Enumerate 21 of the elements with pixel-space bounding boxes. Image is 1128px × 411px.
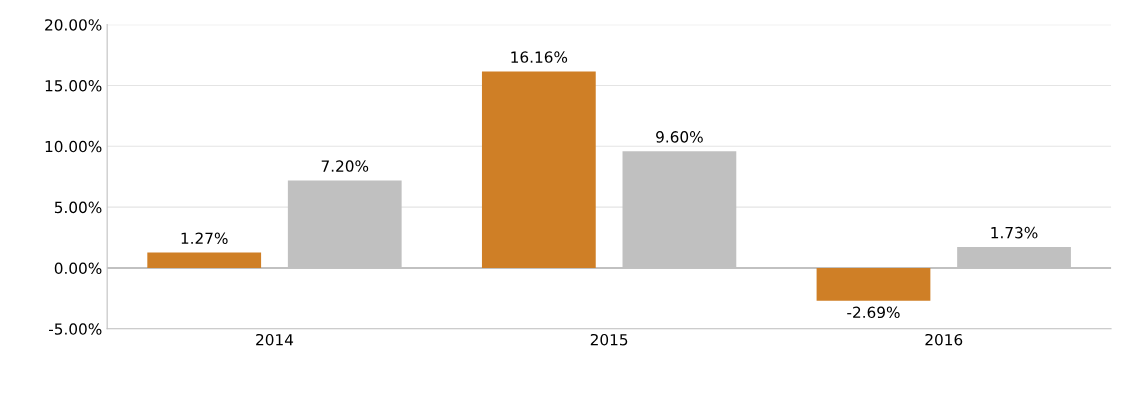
bar <box>957 246 1071 268</box>
data-label: 16.16% <box>511 51 568 63</box>
bar <box>622 151 737 268</box>
y-tick-label: 20.00% <box>45 19 102 31</box>
bar <box>816 267 931 301</box>
data-label: 1.27% <box>181 232 228 245</box>
x-tick-label: 2014 <box>256 333 294 346</box>
y-tick-label: 10.00% <box>45 140 102 153</box>
y-tick-label: 15.00% <box>45 79 102 92</box>
y-tick-label: 0.00% <box>54 262 102 274</box>
data-label: 9.60% <box>656 131 703 143</box>
bar <box>287 180 402 268</box>
y-tick-label: -5.00% <box>49 323 102 335</box>
data-label: 1.73% <box>991 226 1038 239</box>
bar <box>147 252 262 268</box>
bar <box>481 71 596 268</box>
data-label: 7.20% <box>321 160 369 172</box>
data-label: -2.69% <box>847 306 900 319</box>
y-tick-label: 5.00% <box>54 201 102 214</box>
x-tick-label: 2016 <box>925 333 963 346</box>
x-tick-label: 2015 <box>590 333 628 346</box>
